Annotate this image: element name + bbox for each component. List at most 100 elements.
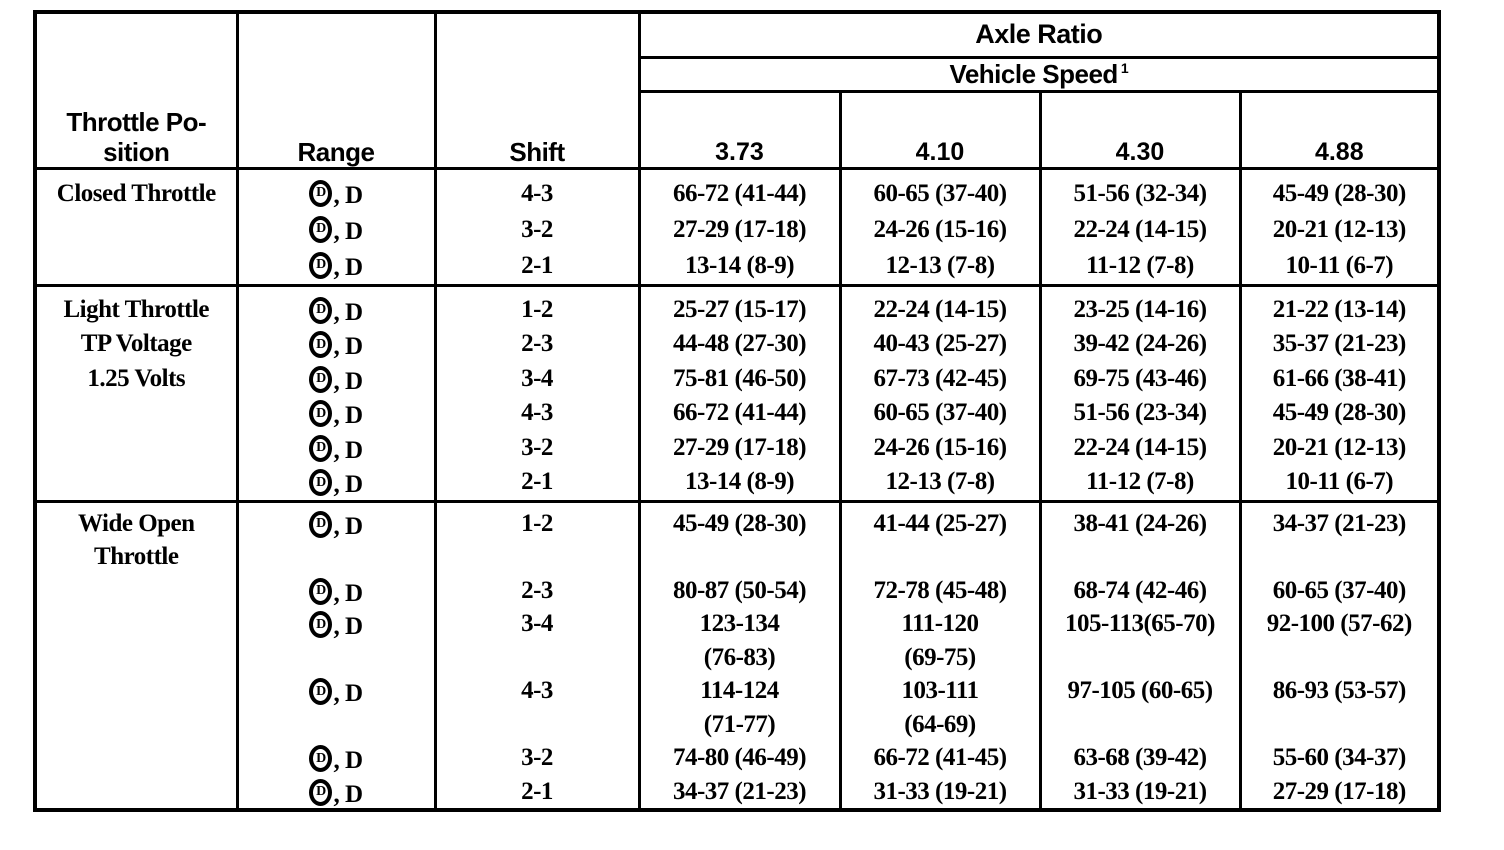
speed-3-73-line: (71-77) [703,710,776,738]
speed-4-88-line [1243,641,1436,675]
overdrive-circle-d-icon: D [309,400,333,427]
speed-4-30-line [1043,641,1237,675]
speed-4-30-line: 51-56 (23-34) [1073,399,1207,426]
speed-4-88-line: 45-49 (28-30) [1272,399,1407,426]
overdrive-circle-d-icon: D [309,469,333,496]
cell-light-throttle-speed-4-30: 23-25 (14-16) 39-42 (24-26) 69-75 (43-46) 5… [1038,283,1242,503]
speed-4-30-line: 105-113(65-70) [1065,610,1215,637]
cell-closed-throttle-speed-4-30: 51-56 (32-34) 22-24 (14-15) 11-12 (7-8) [1038,166,1242,287]
range-line [240,540,432,574]
speed-4-10-line: 67-73 (42-45) [873,364,1007,392]
speed-4-10-line: 24-26 (15-16) [873,215,1007,243]
overdrive-circle-d-icon: D [309,296,333,324]
cell-closed-throttle-speed-4-88: 45-49 (28-30) 20-21 (12-13) 10-11 (6-7) [1238,166,1441,287]
speed-3-73-line: 25-27 (15-17) [672,295,807,323]
throttle-position-line: Closed Throttle [56,179,216,207]
speed-3-73-line: 45-49 (28-30) [672,509,807,537]
header-row-ratios: 3.73 4.10 4.30 4.88 [35,89,1441,170]
speed-3-73-line: 27-29 (17-18) [672,215,807,243]
cell-closed-throttle-speed-4-10: 60-65 (37-40) 24-26 (15-16) 12-13 (7-8) [838,166,1042,287]
shift-line [438,708,636,742]
shift-line: 2-1 [521,777,553,805]
header-axle-ratio: Axle Ratio [637,10,1441,59]
speed-3-73-line: 66-72 (41-44) [672,179,807,207]
range-line: D, D [240,212,432,248]
overdrive-circle-d-icon: D [309,611,333,638]
shift-line [438,641,636,675]
cell-closed-throttle-speed-3-73: 66-72 (41-44) 27-29 (17-18) 13-14 (8-9) [637,166,842,287]
header-throttle-position-line2: sition [103,136,170,167]
shift-line: 1-2 [521,295,553,323]
range-line [240,708,432,742]
overdrive-circle-d-icon: D [309,510,333,538]
range-line: D, D [240,362,432,397]
speed-4-30-line [1043,540,1237,574]
speed-4-30-line: 51-56 (32-34) [1073,179,1207,207]
range-line: D, D [240,465,432,498]
cell-wide-open-throttle-speed-4-10: 41-44 (25-27) 72-78 (45-48) 111-120 (69-75… [838,499,1042,812]
speed-4-30-line: 23-25 (14-16) [1073,295,1207,323]
header-row-axle-ratio: Throttle Po- sition Range Shift Axle Rat… [33,10,1441,170]
overdrive-circle-d-icon: D [309,745,333,772]
speed-4-88-line: 20-21 (12-13) [1272,215,1407,243]
speed-4-88-line: 60-65 (37-40) [1272,576,1407,604]
speed-4-10-line: (64-69) [904,710,976,738]
speed-4-88-line: 45-49 (28-30) [1272,179,1407,207]
range-line [240,641,432,675]
speed-4-30-line: 69-75 (43-46) [1073,364,1207,392]
speed-3-73-line: 13-14 (8-9) [684,468,795,495]
shift-line: 2-1 [521,251,553,279]
speed-4-10-line: 72-78 (45-48) [873,576,1007,604]
header-throttle-position: Throttle Po- sition [33,10,239,170]
shift-line: 2-1 [521,468,553,495]
range-line: D, D [240,431,432,466]
speed-4-10-line: 111-120 [901,610,979,637]
range-line: D, D [240,574,432,608]
speed-4-88-line: 20-21 (12-13) [1272,433,1407,461]
throttle-position-line: Light Throttle [63,295,210,323]
speed-4-88-line: 86-93 (53-57) [1272,677,1407,704]
shift-line: 3-4 [521,364,553,392]
header-row-vehicle-speed: Vehicle Speed 1 [35,55,1441,93]
speed-4-30-line: 11-12 (7-8) [1086,468,1194,495]
speed-4-88-line: 10-11 (6-7) [1285,251,1394,279]
overdrive-circle-d-icon: D [309,365,333,393]
speed-3-73-line: 123-134 [699,610,780,637]
overdrive-circle-d-icon: D [309,331,333,358]
speed-3-73-line: 44-48 (27-30) [672,330,807,357]
speed-4-10-line: 60-65 (37-40) [873,179,1007,207]
speed-4-10-line: 41-44 (25-27) [873,509,1007,537]
speed-3-73-line: 114-124 [700,677,779,704]
speed-4-10-line: 40-43 (25-27) [873,330,1007,357]
speed-3-73-line: 13-14 (8-9) [684,251,795,279]
speed-4-30-line: 11-12 (7-8) [1086,251,1194,279]
speed-4-10-line [843,540,1037,574]
header-ratio-4-88: 4.88 [1238,89,1441,170]
speed-4-88-line: 35-37 (21-23) [1272,330,1407,357]
range-line: D, D [240,293,432,328]
speed-4-30-line: 38-41 (24-26) [1073,509,1207,537]
speed-4-88-line [1243,540,1436,574]
speed-4-10-line: 24-26 (15-16) [873,433,1007,461]
throttle-position-line: Wide Open [77,509,195,537]
cell-wide-open-throttle-speed-3-73: 45-49 (28-30) 80-87 (50-54) 123-134 (76-83… [637,499,842,812]
header-ratio-4-10: 4.10 [838,89,1042,170]
range-line: D, D [240,327,432,362]
cell-wide-open-throttle-speed-4-30: 38-41 (24-26) 68-74 (42-46) 105-113(65-70… [1038,499,1242,812]
speed-4-30-line: 68-74 (42-46) [1073,576,1207,604]
shift-line: 2-3 [521,576,553,604]
header-vehicle-speed: Vehicle Speed 1 [637,55,1441,93]
speed-3-73-line: 27-29 (17-18) [672,433,807,461]
range-line: D, D [240,396,432,431]
header-ratio-3-73: 3.73 [637,89,842,170]
shift-line: 3-4 [521,610,553,637]
overdrive-circle-d-icon: D [309,577,333,605]
throttle-position-line: Throttle [94,543,179,570]
range-line: D, D [240,674,432,708]
overdrive-circle-d-icon: D [309,778,333,806]
